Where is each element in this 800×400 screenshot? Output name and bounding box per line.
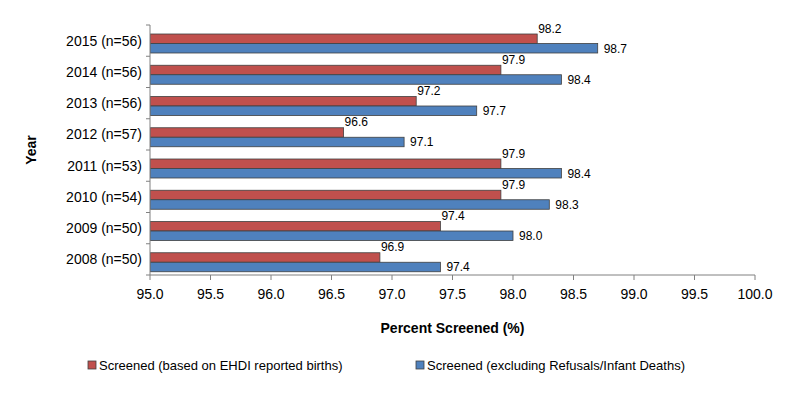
bar (150, 44, 598, 54)
x-tick (634, 275, 635, 280)
category-tick (146, 56, 150, 57)
y-tick-label: 2014 (n=56) (66, 64, 142, 80)
data-label: 98.4 (567, 167, 591, 181)
bar (150, 262, 440, 272)
bar (150, 190, 501, 200)
bar (150, 128, 344, 138)
bar (150, 137, 404, 147)
x-tick-label: 99.0 (620, 286, 647, 302)
x-tick-label: 100.0 (737, 286, 772, 302)
bar (150, 97, 416, 107)
data-label: 97.4 (446, 260, 470, 274)
x-tick-label: 97.5 (439, 286, 466, 302)
data-label: 97.2 (417, 84, 441, 98)
data-label: 96.6 (345, 115, 369, 129)
x-tick-label: 97.0 (378, 286, 405, 302)
category-tick (146, 87, 150, 88)
x-tick-label: 99.5 (681, 286, 708, 302)
legend-label: Screened (based on EHDI reported births) (99, 358, 343, 373)
y-tick-label: 2010 (n=54) (66, 189, 142, 205)
category-tick (146, 243, 150, 244)
bar (150, 75, 561, 85)
x-tick (452, 275, 453, 280)
y-tick-label: 2015 (n=56) (66, 33, 142, 49)
x-tick (271, 275, 272, 280)
data-label: 97.1 (410, 135, 434, 149)
category-tick (146, 212, 150, 213)
data-label: 98.3 (555, 198, 579, 212)
data-label: 96.9 (381, 240, 405, 254)
x-tick-label: 96.5 (318, 286, 345, 302)
x-tick (210, 275, 211, 280)
x-tick (694, 275, 695, 280)
category-tick (146, 181, 150, 182)
data-label: 98.4 (567, 73, 591, 87)
x-tick-label: 96.0 (257, 286, 284, 302)
category-tick (146, 275, 150, 276)
category-tick (146, 25, 150, 26)
y-tick-label: 2011 (n=53) (67, 158, 142, 174)
bar (150, 169, 561, 179)
bar (150, 65, 501, 75)
y-tick-label: 2012 (n=57) (66, 126, 142, 142)
category-tick (146, 118, 150, 119)
x-axis-title: Percent Screened (%) (381, 320, 525, 336)
bar (150, 222, 440, 232)
bar (150, 200, 549, 210)
data-label: 97.9 (502, 147, 526, 161)
x-tick-label: 95.5 (197, 286, 224, 302)
chart: 98.2 97.9 97.2 96.6 97.9 97.9 97.4 96.9 98.7 98.4… (0, 0, 800, 400)
x-tick-label: 98.0 (499, 286, 526, 302)
y-tick-label: 2013 (n=56) (66, 95, 142, 111)
x-tick (513, 275, 514, 280)
bar (150, 34, 537, 44)
data-label: 97.7 (483, 104, 507, 118)
y-tick-label: 2008 (n=50) (66, 251, 142, 267)
legend-swatch (88, 361, 96, 369)
bar (150, 231, 513, 241)
x-tick (150, 275, 151, 280)
x-tick-label: 98.5 (560, 286, 587, 302)
legend-swatch (416, 361, 424, 369)
data-label: 98.7 (604, 42, 628, 56)
y-tick-label: 2009 (n=50) (66, 220, 142, 236)
legend-label: Screened (excluding Refusals/Infant Deat… (427, 358, 685, 373)
data-label: 97.9 (502, 53, 526, 67)
y-axis-title: Year (23, 135, 39, 165)
bar (150, 253, 380, 263)
data-label: 98.0 (519, 229, 543, 243)
bars (150, 34, 598, 272)
data-label: 97.9 (502, 178, 526, 192)
x-tick (392, 275, 393, 280)
x-tick (331, 275, 332, 280)
x-tick-label: 95.0 (136, 286, 163, 302)
data-label: 97.4 (441, 209, 465, 223)
bar (150, 159, 501, 169)
data-label: 98.2 (538, 22, 562, 36)
category-tick (146, 150, 150, 151)
x-tick (573, 275, 574, 280)
bar (150, 106, 477, 116)
x-tick (755, 275, 756, 280)
